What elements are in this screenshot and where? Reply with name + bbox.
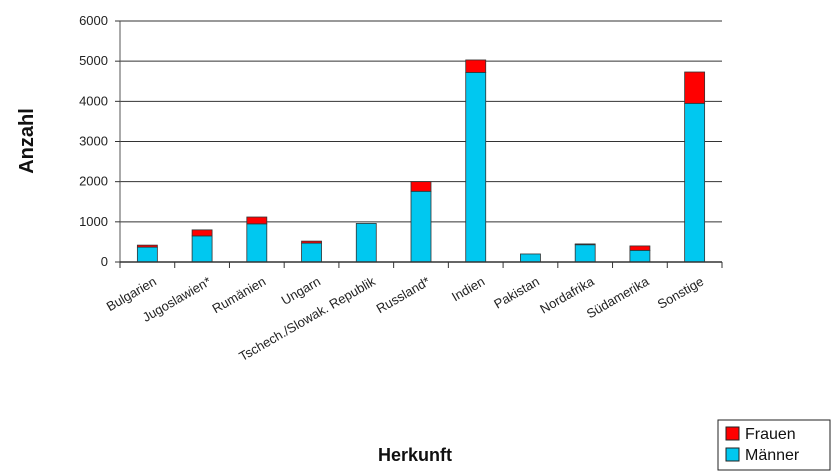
y-tick-label: 4000	[79, 93, 108, 108]
bar-segment-maenner	[574, 244, 596, 263]
y-tick-label: 3000	[79, 134, 108, 149]
y-tick-label: 5000	[79, 53, 108, 68]
y-tick-label: 0	[101, 254, 108, 269]
x-tick-label: Ungarn	[279, 274, 323, 308]
bar-segment-frauen	[574, 243, 596, 246]
legend-label-maenner: Männer	[745, 447, 800, 464]
bar-segment-frauen	[684, 71, 706, 104]
bar-segment-maenner	[629, 249, 651, 263]
gridlines	[120, 20, 722, 223]
y-axis-title: Anzahl	[16, 108, 38, 174]
legend-label-frauen: Frauen	[745, 426, 796, 443]
bar-segment-maenner	[301, 242, 322, 263]
legend-swatch-maenner	[725, 447, 740, 462]
x-tick-label: Rumänien	[209, 274, 268, 317]
x-tick-label: Russland*	[374, 274, 433, 317]
bar-segment-frauen	[136, 244, 158, 248]
bar-segment-frauen	[410, 181, 432, 192]
y-tick-label: 1000	[79, 214, 108, 229]
legend: Frauen Männer	[717, 419, 831, 471]
bar-segment-maenner	[136, 246, 158, 263]
x-axis-title: Herkunft	[378, 445, 452, 465]
bar-segment-maenner	[246, 223, 268, 263]
bar-segment-maenner	[465, 72, 487, 263]
bar-segment-frauen	[301, 240, 322, 244]
bar-segment-maenner	[684, 102, 706, 263]
y-tick-labels: 0 1000 2000 3000 4000 5000 6000	[79, 13, 120, 269]
bar-segment-frauen	[465, 59, 487, 73]
y-tick-label: 6000	[79, 13, 108, 28]
bar-segment-maenner	[191, 235, 213, 263]
bars	[136, 59, 706, 263]
x-tick-label: Pakistan	[491, 274, 542, 312]
bar-segment-maenner	[410, 190, 432, 263]
bar-segment-frauen	[191, 229, 213, 237]
bar-segment-maenner	[355, 223, 377, 263]
bar-segment-frauen	[629, 245, 651, 251]
x-tick-label: Indien	[449, 274, 487, 305]
x-tick-label: Sonstige	[655, 274, 706, 312]
bar-segment-frauen	[246, 216, 268, 225]
x-tick-label: Südamerika	[584, 273, 652, 321]
y-tick-label: 2000	[79, 174, 108, 189]
bar-segment-maenner	[520, 253, 541, 263]
legend-swatch-frauen	[725, 426, 740, 441]
